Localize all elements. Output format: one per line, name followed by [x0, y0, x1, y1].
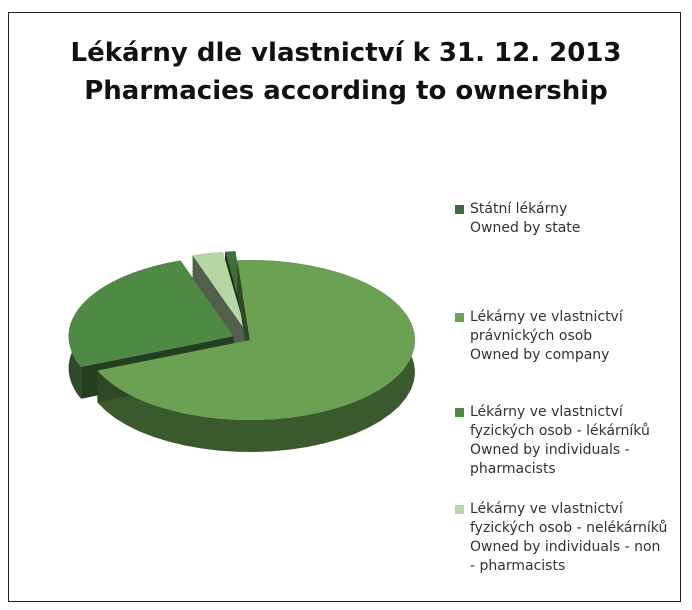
chart-title-line-1: Lékárny dle vlastnictví k 31. 12. 2013 — [70, 38, 622, 68]
legend-swatch-2 — [455, 313, 464, 322]
legend-item-4: Lékárny ve vlastnictví fyzických osob - … — [455, 500, 667, 576]
legend-swatch-1 — [455, 205, 464, 214]
pie-slice-2 — [97, 260, 416, 452]
legend-label-4: Lékárny ve vlastnictví fyzických osob - … — [470, 501, 668, 574]
pie-slice-top-2 — [97, 260, 416, 420]
legend-item-2: Lékárny ve vlastnictví právnických osob … — [455, 308, 623, 365]
legend-item-3: Lékárny ve vlastnictví fyzických osob - … — [455, 403, 650, 479]
chart-title: Lékárny dle vlastnictví k 31. 12. 2013 P… — [0, 34, 692, 110]
legend-label-2: Lékárny ve vlastnictví právnických osob … — [470, 309, 623, 363]
legend-swatch-4 — [455, 505, 464, 514]
legend-item-1: Státní lékárny Owned by state — [455, 200, 580, 238]
legend-label-3: Lékárny ve vlastnictví fyzických osob - … — [470, 404, 650, 477]
legend-swatch-3 — [455, 408, 464, 417]
chart-title-line-2: Pharmacies according to ownership — [84, 76, 608, 106]
legend-label-1: Státní lékárny Owned by state — [470, 201, 581, 236]
pie-slice-top-4 — [192, 252, 246, 332]
pie-slice-top-3 — [68, 260, 234, 367]
